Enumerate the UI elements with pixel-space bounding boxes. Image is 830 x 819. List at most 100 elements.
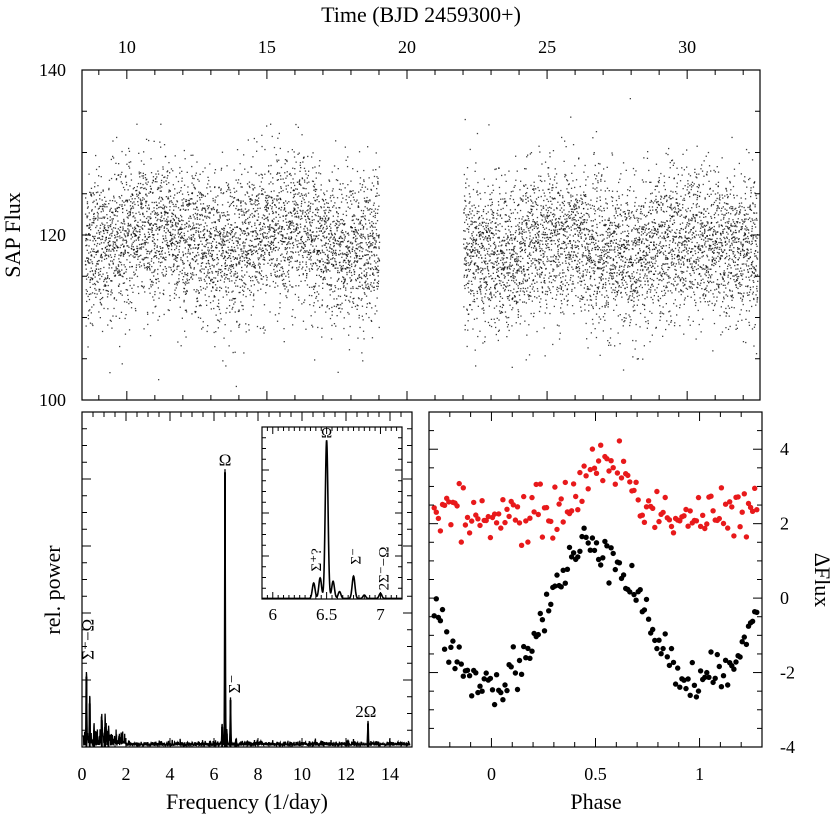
- light-curve-point: [240, 208, 243, 210]
- light-curve-point: [230, 330, 232, 332]
- light-curve-point: [173, 219, 175, 222]
- light-curve-point: [221, 247, 223, 249]
- light-curve-point: [312, 167, 314, 169]
- light-curve-point: [473, 204, 475, 206]
- light-curve-point: [277, 228, 279, 230]
- light-curve-point: [197, 209, 199, 211]
- light-curve-point: [221, 204, 224, 206]
- light-curve-point: [204, 288, 207, 290]
- light-curve-point: [290, 222, 292, 224]
- light-curve-point: [115, 223, 117, 226]
- light-curve-point: [335, 306, 338, 308]
- light-curve-point: [132, 291, 134, 293]
- light-curve-point: [340, 244, 342, 246]
- light-curve-point: [139, 187, 142, 189]
- light-curve-point: [314, 183, 316, 185]
- light-curve-point: [313, 186, 315, 188]
- light-curve-point: [162, 268, 164, 271]
- light-curve-point: [193, 240, 196, 242]
- light-curve-point: [275, 282, 277, 284]
- light-curve-point: [233, 298, 236, 300]
- light-curve-point: [273, 238, 276, 240]
- light-curve-point: [275, 154, 277, 156]
- light-curve-point: [215, 227, 217, 230]
- light-curve-point: [303, 242, 305, 244]
- light-curve-point: [108, 187, 110, 190]
- light-curve-point: [223, 228, 226, 230]
- light-curve-point: [159, 219, 161, 221]
- light-curve-point: [344, 294, 346, 296]
- light-curve-point: [465, 264, 467, 266]
- light-curve-point: [359, 250, 361, 252]
- light-curve-point: [367, 283, 369, 285]
- light-curve-point: [199, 214, 201, 217]
- light-curve-point: [480, 293, 482, 295]
- light-curve-point: [330, 200, 332, 202]
- light-curve-point: [363, 225, 365, 228]
- light-curve-point: [223, 227, 225, 229]
- light-curve-point: [187, 243, 189, 246]
- light-curve-point: [323, 237, 326, 239]
- light-curve-point: [367, 238, 370, 240]
- light-curve-point: [236, 149, 239, 151]
- light-curve-point: [501, 225, 503, 228]
- light-curve-point: [235, 240, 237, 242]
- light-curve-point: [298, 180, 301, 182]
- light-curve-point: [224, 324, 226, 326]
- light-curve-point: [214, 201, 216, 203]
- light-curve-point: [474, 276, 476, 278]
- light-curve-point: [463, 306, 465, 308]
- light-curve-point: [516, 212, 519, 214]
- light-curve-point: [223, 192, 225, 194]
- light-curve-point: [213, 331, 215, 334]
- light-curve-point: [351, 227, 353, 229]
- light-curve-point: [331, 171, 333, 173]
- light-curve-point: [181, 272, 183, 275]
- light-curve-point: [150, 260, 153, 262]
- light-curve-point: [93, 251, 95, 253]
- light-curve-point: [312, 263, 314, 265]
- light-curve-point: [255, 204, 257, 206]
- light-curve-point: [109, 319, 111, 321]
- light-curve-point: [356, 255, 359, 257]
- light-curve-point: [351, 306, 353, 308]
- light-curve-point: [278, 207, 280, 209]
- light-curve-point: [345, 287, 347, 289]
- light-curve-point: [471, 235, 473, 237]
- light-curve-point: [481, 257, 483, 259]
- light-curve-point: [123, 282, 126, 284]
- light-curve-point: [470, 261, 472, 263]
- light-curve-point: [225, 286, 227, 288]
- light-curve-point: [250, 245, 253, 247]
- light-curve-point: [355, 252, 358, 255]
- light-curve-point: [359, 177, 362, 179]
- light-curve-point: [244, 282, 246, 285]
- light-curve-point: [483, 178, 485, 180]
- light-curve-point: [497, 257, 499, 259]
- light-curve-point: [107, 227, 110, 229]
- light-curve-point: [518, 256, 520, 258]
- light-curve-point: [498, 237, 500, 239]
- light-curve-point: [268, 228, 270, 230]
- light-curve-point: [277, 233, 280, 235]
- light-curve-point: [206, 282, 208, 285]
- light-curve-point: [505, 200, 507, 202]
- light-curve-point: [107, 308, 109, 310]
- light-curve-point: [206, 330, 208, 333]
- light-curve-point: [233, 205, 235, 207]
- light-curve-point: [517, 264, 519, 266]
- light-curve-point: [187, 199, 189, 202]
- light-curve-point: [101, 257, 103, 259]
- light-curve-point: [366, 201, 368, 203]
- light-curve-point: [167, 196, 169, 198]
- light-curve-point: [366, 254, 368, 256]
- light-curve-point: [499, 300, 501, 302]
- light-curve-point: [157, 170, 159, 172]
- light-curve-point: [345, 214, 348, 217]
- light-curve-point: [173, 219, 175, 221]
- light-curve-point: [335, 207, 337, 209]
- light-curve-point: [229, 232, 231, 235]
- light-curve-point: [101, 199, 103, 201]
- light-curve-point: [334, 260, 336, 262]
- light-curve-point: [138, 192, 141, 195]
